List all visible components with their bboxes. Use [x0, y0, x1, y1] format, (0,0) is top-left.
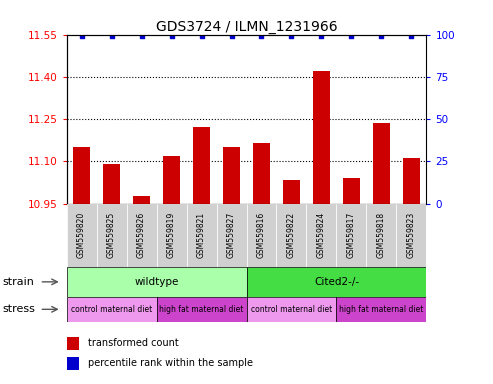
Text: GSM559827: GSM559827 — [227, 212, 236, 258]
Bar — [373, 123, 389, 204]
Bar — [223, 147, 240, 204]
Bar — [253, 143, 270, 204]
Point — [378, 33, 386, 39]
Bar — [246, 267, 426, 297]
Text: GSM559826: GSM559826 — [137, 212, 146, 258]
Bar — [216, 204, 246, 267]
Text: GSM559816: GSM559816 — [257, 212, 266, 258]
Point — [257, 33, 265, 39]
Bar — [67, 357, 79, 370]
Bar — [73, 147, 90, 204]
Bar — [283, 180, 300, 204]
Text: wildtype: wildtype — [134, 277, 179, 287]
Text: GSM559822: GSM559822 — [287, 212, 296, 258]
Text: GSM559817: GSM559817 — [347, 212, 356, 258]
Bar — [127, 204, 157, 267]
Bar — [366, 204, 396, 267]
Bar — [67, 337, 79, 349]
Text: GSM559825: GSM559825 — [107, 212, 116, 258]
Bar — [186, 204, 216, 267]
Point — [198, 33, 206, 39]
Text: GSM559820: GSM559820 — [77, 212, 86, 258]
Point — [317, 33, 325, 39]
Text: high fat maternal diet: high fat maternal diet — [159, 305, 244, 314]
Bar — [246, 297, 336, 322]
Bar — [313, 71, 330, 204]
Text: GSM559818: GSM559818 — [377, 212, 386, 258]
Point — [168, 33, 176, 39]
Point — [408, 33, 416, 39]
Point — [77, 33, 85, 39]
Point — [107, 33, 115, 39]
Bar — [307, 204, 336, 267]
Point — [228, 33, 236, 39]
Bar — [157, 297, 246, 322]
Bar — [133, 197, 150, 204]
Bar — [403, 159, 420, 204]
Bar — [67, 267, 246, 297]
Bar — [67, 297, 157, 322]
Text: GSM559819: GSM559819 — [167, 212, 176, 258]
Bar — [163, 156, 180, 204]
Text: control maternal diet: control maternal diet — [251, 305, 332, 314]
Point — [287, 33, 295, 39]
Text: strain: strain — [2, 277, 35, 287]
Bar — [336, 204, 366, 267]
Text: GSM559823: GSM559823 — [407, 212, 416, 258]
Bar — [157, 204, 186, 267]
Text: high fat maternal diet: high fat maternal diet — [339, 305, 423, 314]
Point — [138, 33, 145, 39]
Text: GSM559824: GSM559824 — [317, 212, 326, 258]
Bar — [104, 164, 120, 204]
Bar — [97, 204, 127, 267]
Bar — [343, 178, 360, 204]
Bar — [396, 204, 426, 267]
Title: GDS3724 / ILMN_1231966: GDS3724 / ILMN_1231966 — [156, 20, 337, 33]
Bar — [67, 204, 97, 267]
Text: transformed count: transformed count — [88, 338, 179, 348]
Bar — [193, 127, 210, 204]
Bar — [336, 297, 426, 322]
Text: Cited2-/-: Cited2-/- — [314, 277, 359, 287]
Bar — [246, 204, 277, 267]
Text: percentile rank within the sample: percentile rank within the sample — [88, 358, 253, 368]
Text: GSM559821: GSM559821 — [197, 212, 206, 258]
Text: control maternal diet: control maternal diet — [71, 305, 152, 314]
Point — [348, 33, 355, 39]
Text: stress: stress — [2, 304, 35, 314]
Bar — [277, 204, 307, 267]
